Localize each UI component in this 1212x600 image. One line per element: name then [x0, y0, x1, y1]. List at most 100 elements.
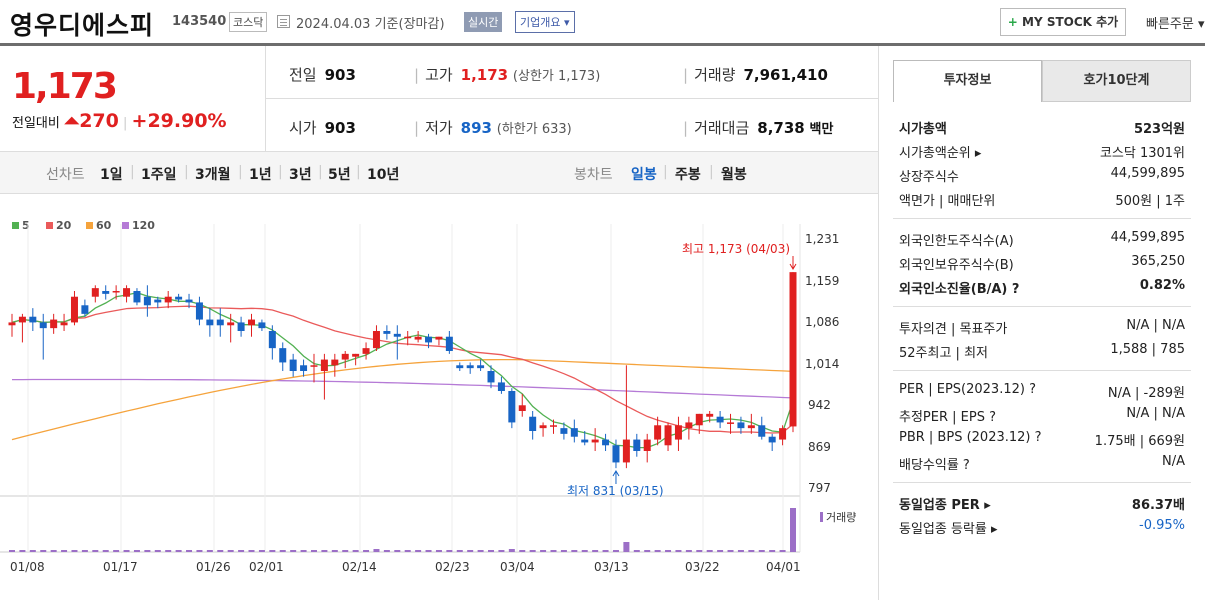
header-divider [0, 43, 1205, 46]
volume-bar [9, 550, 15, 552]
candle-body [50, 319, 58, 329]
volume-legend: 거래량 [820, 509, 856, 525]
candle-body [654, 425, 662, 440]
divider [265, 46, 266, 152]
stat-prev: 전일 903 [289, 66, 356, 84]
candle-body [237, 322, 245, 331]
realtime-badge[interactable]: 실시간 [464, 12, 503, 32]
x-tick: 04/01 [766, 560, 801, 574]
volume-bar [592, 550, 599, 552]
candle-body [414, 336, 422, 340]
fast-order-dropdown[interactable]: 빠른주문 ▾ [1146, 17, 1205, 32]
volume-bar [92, 550, 99, 552]
x-tick: 01/26 [196, 560, 231, 574]
candle-body [560, 428, 568, 434]
volume-bar [540, 550, 547, 552]
period-3y[interactable]: 3년 [289, 167, 312, 183]
divider [265, 98, 878, 99]
candle-body [227, 322, 235, 326]
candle-body [549, 425, 557, 427]
volume-bar [373, 549, 380, 552]
candle-body [143, 296, 151, 306]
volume-bar [331, 550, 338, 552]
period-5y[interactable]: 5년 [328, 167, 351, 183]
market-badge: 코스닥 [229, 12, 268, 32]
volume-bar [217, 550, 224, 552]
volume-bar [633, 550, 640, 552]
candle-body [779, 428, 787, 440]
candle-body [362, 348, 370, 354]
candle-body [268, 331, 276, 349]
volume-bar [154, 550, 161, 552]
volume-bar [488, 550, 495, 552]
volume-bar [415, 550, 422, 552]
candle-body [112, 291, 120, 293]
stock-header: 영우디에스피 143540 코스닥 2024.04.03 기준(장마감) 실시간… [0, 0, 1212, 44]
legend-ma120: 120 [122, 219, 155, 232]
candle-daily[interactable]: 일봉 [631, 167, 657, 183]
y-tick: 1,086 [805, 315, 840, 329]
volume-bar [769, 550, 776, 552]
x-tick: 02/01 [249, 560, 284, 574]
volume-bar [71, 550, 78, 552]
volume-bar [29, 550, 36, 552]
candle-body [320, 359, 328, 371]
period-1w[interactable]: 1주일 [141, 167, 177, 183]
candle-body [206, 319, 214, 326]
period-3m[interactable]: 3개월 [195, 167, 231, 183]
candle-body [529, 416, 537, 431]
legend-ma5: 5 [12, 219, 30, 232]
candle-body [633, 439, 641, 451]
stat-high: | 고가 1,173 (상한가 1,173) [414, 66, 601, 84]
volume-bar [50, 550, 57, 552]
candle-body [175, 296, 183, 300]
y-tick: 869 [808, 440, 831, 454]
volume-bar [675, 550, 682, 552]
stat-amount: | 거래대금 8,738 백만 [683, 119, 834, 137]
date-text: 2024.04.03 기준(장마감) [296, 17, 445, 32]
candle-body [39, 322, 47, 329]
foreign-group: 외국인한도주식수(A) 44,599,895 외국인보유주식수(B) 365,250… [893, 226, 1191, 307]
candle-body [466, 365, 474, 369]
volume-bar [248, 550, 255, 552]
tab-order-book[interactable]: 호가10단계 [1042, 60, 1191, 102]
candle-body [508, 391, 516, 423]
stock-chart[interactable] [0, 194, 878, 600]
mystock-add-button[interactable]: + MY STOCK 추가 [1000, 8, 1126, 36]
ma120-line [12, 378, 794, 399]
candle-monthly[interactable]: 월봉 [721, 167, 747, 183]
volume-bar [258, 550, 265, 552]
volume-bar [654, 550, 661, 552]
x-tick: 02/23 [435, 560, 470, 574]
volume-bar [61, 550, 68, 552]
valuation-group: PER | EPS(2023.12) ? N/A | -289원 추정PER | … [893, 378, 1191, 483]
volume-bar [425, 550, 432, 552]
period-1y[interactable]: 1년 [249, 167, 272, 183]
volume-bar [40, 550, 47, 552]
candle-body [195, 302, 203, 320]
candle-body [612, 445, 620, 463]
volume-bar [175, 550, 182, 552]
candle-body [487, 371, 495, 383]
candle-body [622, 439, 630, 463]
volume-bar [123, 550, 130, 552]
candle-body [456, 365, 464, 369]
volume-bar [404, 550, 411, 552]
company-overview-dropdown[interactable]: 기업개요 ▾ [515, 11, 575, 33]
candle-body [768, 436, 776, 443]
volume-bar [133, 550, 140, 552]
tab-investment-info[interactable]: 투자정보 [893, 60, 1042, 102]
volume-bar [779, 550, 786, 552]
candle-body [727, 422, 735, 424]
volume-bar [456, 550, 463, 552]
candle-body [91, 288, 99, 297]
volume-bar [102, 550, 109, 552]
current-price: 1,173 [12, 66, 118, 107]
period-10y[interactable]: 10년 [367, 167, 400, 183]
volume-bar [81, 550, 88, 552]
volume-bar [186, 550, 193, 552]
period-1d[interactable]: 1일 [100, 167, 123, 183]
ma5-line [11, 292, 794, 449]
volume-bar [602, 550, 609, 552]
candle-weekly[interactable]: 주봉 [675, 167, 701, 183]
